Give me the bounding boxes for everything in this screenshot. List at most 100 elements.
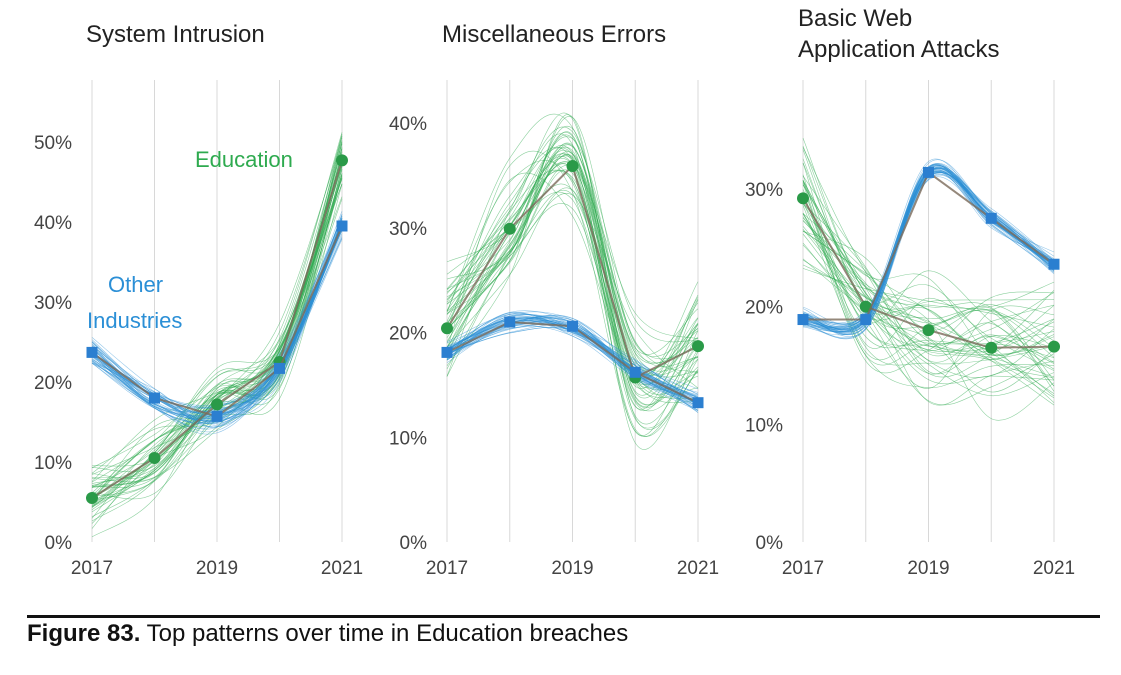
data-point-education bbox=[441, 322, 453, 335]
x-tick-label: 2019 bbox=[907, 558, 949, 579]
sample-line bbox=[91, 239, 343, 421]
data-point-other-industries bbox=[1048, 258, 1060, 270]
sample-line bbox=[91, 173, 343, 501]
sample-line bbox=[91, 166, 343, 508]
data-point-other-industries bbox=[567, 320, 578, 332]
sample-line bbox=[802, 183, 1055, 374]
sample-line bbox=[802, 258, 1055, 345]
sample-line bbox=[91, 136, 343, 524]
caption-rule bbox=[27, 615, 1100, 618]
panel-title: Application Attacks bbox=[798, 36, 999, 63]
sample-line bbox=[802, 179, 1055, 378]
sample-line bbox=[91, 151, 343, 487]
data-point-other-industries bbox=[692, 397, 704, 409]
sample-line bbox=[91, 140, 343, 507]
data-point-other-industries bbox=[86, 346, 98, 358]
panel-3: Basic Web Application Attacks 0% 10% 20% 30% 2… bbox=[745, 5, 1075, 579]
data-point-education bbox=[985, 341, 998, 354]
sample-line bbox=[446, 144, 699, 376]
sample-line bbox=[802, 175, 1055, 370]
sample-line bbox=[446, 150, 699, 437]
sample-line bbox=[802, 174, 1055, 361]
x-tick-label: 2017 bbox=[782, 558, 824, 579]
data-point-other-industries bbox=[211, 410, 223, 422]
data-point-education bbox=[797, 192, 809, 205]
y-tick-label: 30% bbox=[34, 293, 72, 314]
annotation-industries: Industries bbox=[87, 308, 182, 333]
data-point-education bbox=[859, 300, 872, 313]
sample-line bbox=[802, 176, 1055, 330]
panel-title: Basic Web bbox=[798, 5, 912, 32]
y-tick-label: 20% bbox=[745, 298, 783, 319]
y-tick-label: 40% bbox=[34, 213, 72, 234]
panel-2: Miscellaneous Errors 0% 10% 20% 30% 40% 2017 20… bbox=[389, 21, 719, 579]
caption-text: Top patterns over time in Education brea… bbox=[140, 620, 629, 647]
sample-line bbox=[446, 147, 699, 374]
data-point-education bbox=[922, 324, 935, 337]
sample-line bbox=[802, 226, 1055, 394]
x-tick-label: 2017 bbox=[71, 558, 113, 579]
annotation-education: Education bbox=[195, 147, 293, 172]
sample-line bbox=[802, 231, 1055, 352]
y-tick-label: 0% bbox=[45, 533, 73, 554]
y-tick-label: 30% bbox=[389, 219, 427, 240]
sample-line bbox=[446, 112, 699, 407]
y-tick-label: 40% bbox=[389, 114, 427, 135]
data-point-education bbox=[1048, 340, 1060, 353]
data-point-other-industries bbox=[149, 392, 160, 404]
sample-line bbox=[446, 156, 699, 429]
panel-1: System Intrusion 0% 10% 20% 30% 40% 50% 2017 201… bbox=[34, 21, 363, 579]
panel-title: System Intrusion bbox=[86, 21, 265, 48]
sample-line bbox=[802, 229, 1055, 347]
sample-line bbox=[802, 137, 1055, 310]
x-tick-label: 2017 bbox=[426, 558, 468, 579]
sample-line bbox=[802, 242, 1055, 360]
x-tick-label: 2021 bbox=[321, 558, 363, 579]
y-tick-label: 0% bbox=[756, 533, 784, 554]
x-tick-label: 2021 bbox=[1033, 558, 1075, 579]
data-point-education bbox=[336, 154, 348, 167]
chart-figure: System Intrusion 0% 10% 20% 30% 40% 50% 2017 201… bbox=[34, 5, 1075, 579]
x-tick-label: 2019 bbox=[551, 558, 593, 579]
data-point-education bbox=[148, 452, 161, 464]
sample-line bbox=[446, 114, 699, 430]
y-tick-label: 20% bbox=[389, 324, 427, 345]
data-point-other-industries bbox=[504, 316, 516, 328]
sample-line bbox=[802, 164, 1055, 329]
sample-line bbox=[446, 169, 699, 437]
y-tick-label: 10% bbox=[745, 415, 783, 436]
data-point-other-industries bbox=[985, 212, 997, 224]
sample-line bbox=[446, 313, 699, 411]
sample-line bbox=[446, 134, 699, 395]
sample-line bbox=[446, 160, 699, 412]
sample-line bbox=[446, 151, 699, 355]
annotation-other: Other bbox=[108, 272, 163, 297]
data-point-education bbox=[503, 222, 516, 235]
sample-line bbox=[91, 133, 343, 522]
sample-line bbox=[802, 213, 1055, 321]
sample-line bbox=[802, 149, 1055, 392]
sample-line bbox=[802, 264, 1055, 387]
y-tick-label: 30% bbox=[745, 180, 783, 201]
data-point-other-industries bbox=[274, 362, 285, 374]
y-tick-label: 50% bbox=[34, 133, 72, 154]
sample-line bbox=[91, 223, 343, 423]
sample-line bbox=[91, 177, 343, 499]
x-tick-label: 2021 bbox=[677, 558, 719, 579]
data-point-other-industries bbox=[797, 314, 809, 326]
y-tick-label: 10% bbox=[34, 453, 72, 474]
data-point-education bbox=[566, 159, 579, 172]
sample-line bbox=[802, 191, 1055, 366]
data-point-education bbox=[211, 398, 223, 411]
data-point-other-industries bbox=[923, 166, 934, 178]
sample-line bbox=[802, 180, 1055, 353]
sample-line bbox=[802, 184, 1055, 381]
sample-line bbox=[802, 170, 1055, 340]
sample-line bbox=[91, 227, 343, 428]
y-tick-label: 10% bbox=[389, 428, 427, 449]
data-point-other-industries bbox=[629, 366, 641, 378]
caption-label: Figure 83. bbox=[27, 620, 141, 647]
y-tick-label: 20% bbox=[34, 373, 72, 394]
sample-line bbox=[446, 153, 699, 411]
data-point-education bbox=[86, 492, 98, 504]
